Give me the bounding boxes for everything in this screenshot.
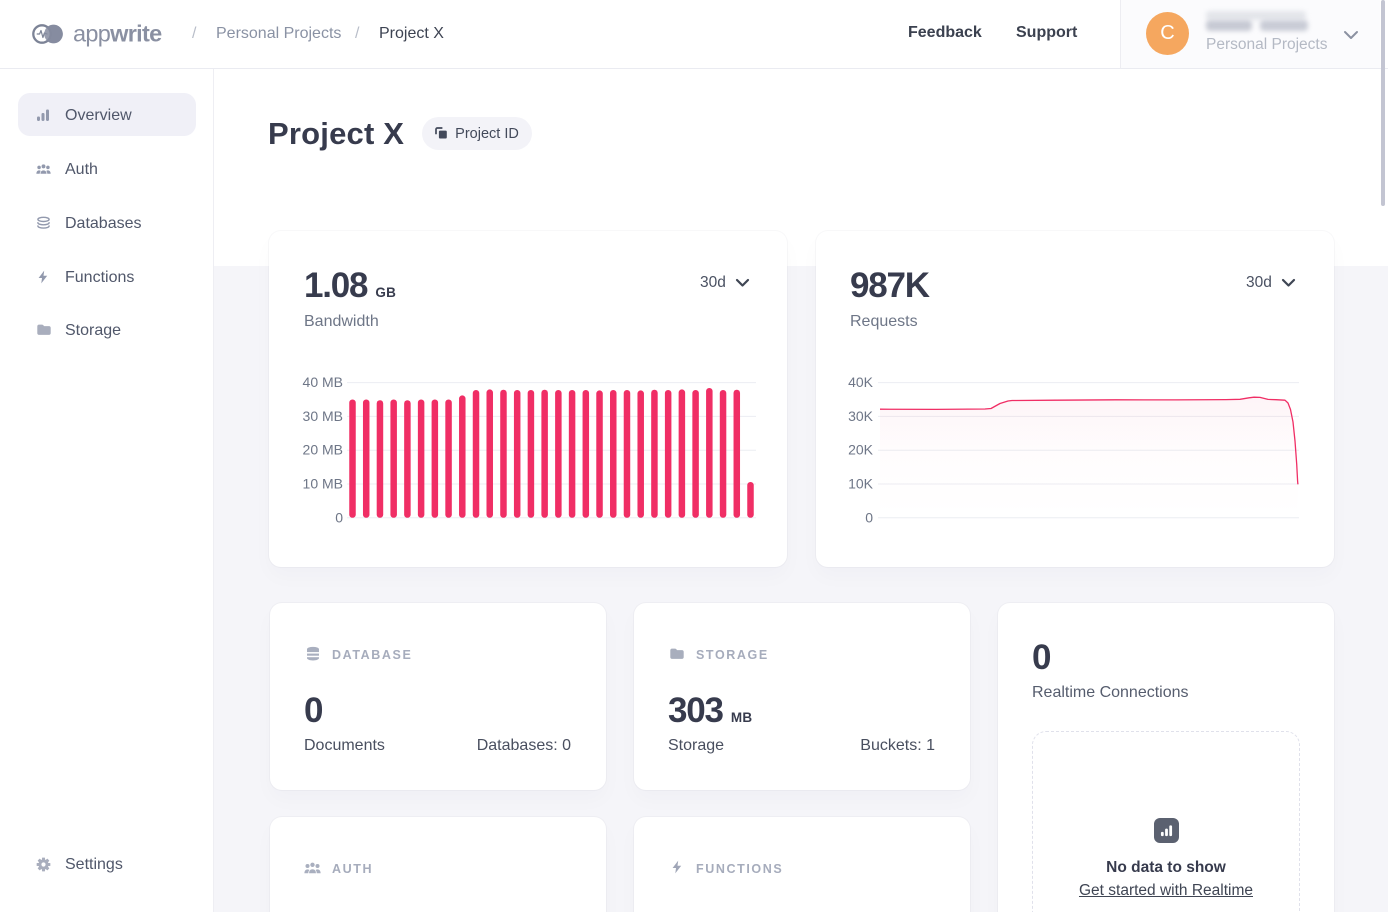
svg-text:10K: 10K <box>848 476 874 492</box>
svg-text:0: 0 <box>865 509 873 525</box>
svg-text:10 MB: 10 MB <box>303 476 343 492</box>
svg-text:40K: 40K <box>848 374 874 390</box>
svg-text:40 MB: 40 MB <box>303 374 343 390</box>
svg-text:30 MB: 30 MB <box>303 408 343 424</box>
svg-text:0: 0 <box>335 509 343 525</box>
svg-text:appwrite: appwrite <box>73 21 162 47</box>
svg-text:30K: 30K <box>848 408 874 424</box>
svg-text:20K: 20K <box>848 442 874 458</box>
svg-text:20 MB: 20 MB <box>303 442 343 458</box>
